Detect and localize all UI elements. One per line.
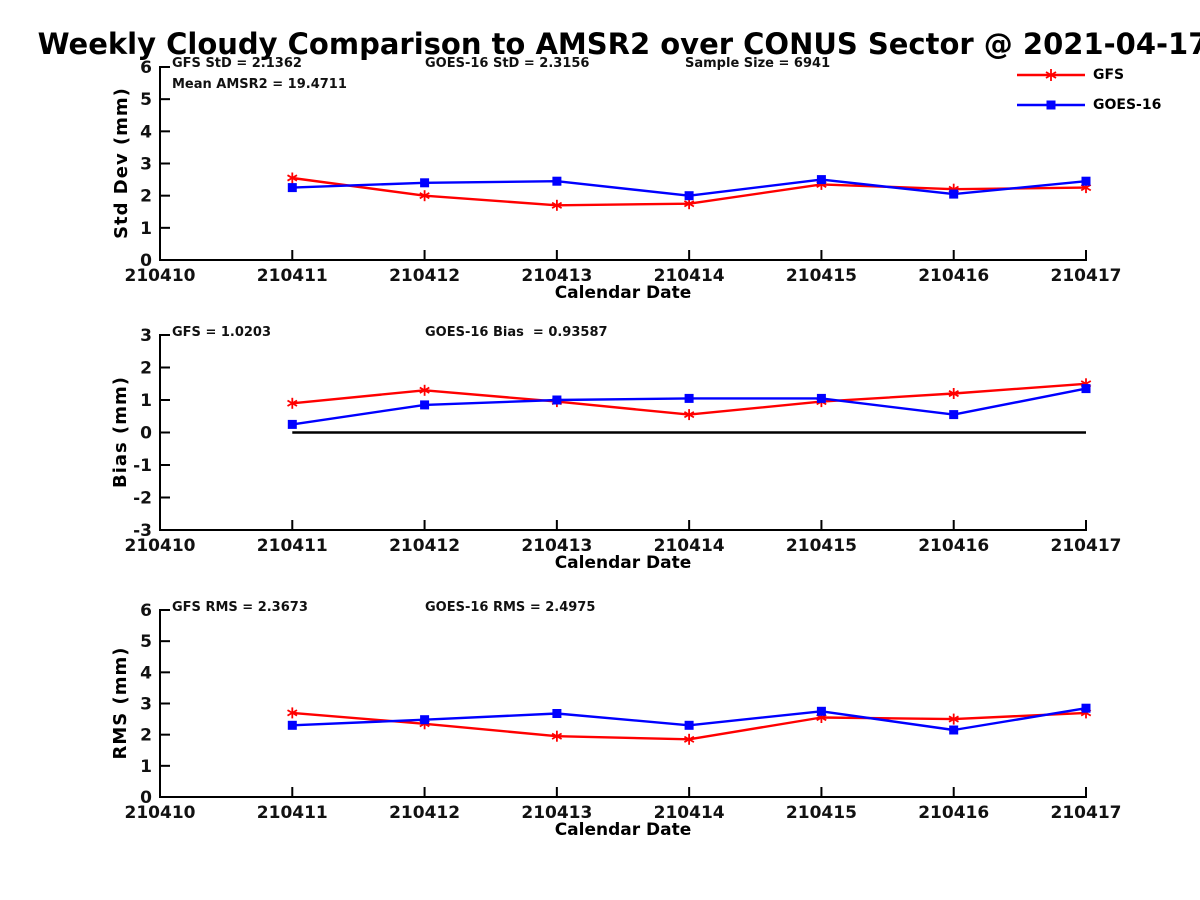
subplot-std-dev: 0 1 2 3 4 5 6 210410 210411 210412 210413 210414 210… (125, 58, 1122, 286)
svg-text:0: 0 (140, 424, 152, 444)
svg-text:1: 1 (140, 219, 152, 239)
x-axis-label-calendar-date: Calendar Date (554, 820, 692, 840)
svg-text:210412: 210412 (389, 536, 460, 556)
annotation-goes16-bias: GOES-16 Bias = 0.93587 (425, 325, 608, 340)
svg-text:6: 6 (140, 58, 152, 78)
annotation-goes16-rms: GOES-16 RMS = 2.4975 (425, 600, 596, 615)
svg-text:3: 3 (140, 695, 152, 715)
x-axis-label-calendar-date: Calendar Date (554, 283, 692, 303)
svg-text:210412: 210412 (389, 266, 460, 286)
svg-text:2: 2 (140, 187, 152, 207)
svg-text:210417: 210417 (1051, 266, 1122, 286)
legend-entry-goes16: GOES-16 (1016, 90, 1161, 120)
svg-text:1: 1 (140, 391, 152, 411)
svg-text:-2: -2 (133, 489, 152, 509)
legend: GFS GOES-16 (1016, 60, 1161, 120)
svg-text:2: 2 (140, 359, 152, 379)
svg-text:210416: 210416 (918, 536, 989, 556)
annotation-mean-amsr2: Mean AMSR2 = 19.4711 (172, 77, 347, 92)
svg-text:210411: 210411 (257, 536, 328, 556)
svg-text:210412: 210412 (389, 803, 460, 823)
svg-text:210415: 210415 (786, 266, 857, 286)
chart-title: Weekly Cloudy Comparison to AMSR2 over C… (37, 27, 1200, 61)
svg-text:5: 5 (140, 90, 152, 110)
svg-text:210411: 210411 (257, 266, 328, 286)
legend-label-goes16: GOES-16 (1093, 97, 1162, 113)
annotation-goes16-std: GOES-16 StD = 2.3156 (425, 56, 590, 71)
svg-text:210411: 210411 (257, 803, 328, 823)
series-goes16 (287, 384, 1091, 429)
svg-text:210416: 210416 (918, 266, 989, 286)
annotation-gfs-std: GFS StD = 2.1362 (172, 56, 302, 71)
legend-entry-gfs: GFS (1016, 60, 1161, 90)
svg-text:4: 4 (140, 122, 152, 142)
svg-text:3: 3 (140, 155, 152, 175)
svg-text:210410: 210410 (125, 803, 196, 823)
svg-text:0: 0 (140, 788, 152, 808)
svg-text:-3: -3 (133, 521, 152, 541)
svg-text:210413: 210413 (521, 536, 592, 556)
series-gfs (287, 172, 1092, 211)
series-goes16 (287, 703, 1091, 735)
legend-label-gfs: GFS (1093, 67, 1125, 83)
svg-text:210414: 210414 (654, 266, 725, 286)
svg-text:210415: 210415 (786, 536, 857, 556)
svg-text:4: 4 (140, 663, 152, 683)
svg-text:210413: 210413 (521, 266, 592, 286)
svg-text:3: 3 (140, 326, 152, 346)
svg-text:210417: 210417 (1051, 536, 1122, 556)
svg-text:210413: 210413 (521, 803, 592, 823)
svg-text:5: 5 (140, 632, 152, 652)
svg-text:210410: 210410 (125, 536, 196, 556)
svg-text:6: 6 (140, 601, 152, 621)
annotation-gfs-rms: GFS RMS = 2.3673 (172, 600, 308, 615)
svg-text:1: 1 (140, 757, 152, 777)
svg-text:210417: 210417 (1051, 803, 1122, 823)
goes16-line-marker-icon (1017, 100, 1085, 110)
svg-text:210416: 210416 (918, 803, 989, 823)
svg-text:210415: 210415 (786, 803, 857, 823)
svg-text:-1: -1 (133, 456, 152, 476)
gfs-line-marker-icon (1017, 69, 1085, 81)
subplot-bias: -3 -2 -1 0 1 2 3 210410 210411 210412 210413 210414… (125, 326, 1122, 556)
series-goes16 (287, 175, 1091, 201)
svg-text:210414: 210414 (654, 536, 725, 556)
svg-text:210410: 210410 (125, 266, 196, 286)
annotation-gfs-bias: GFS = 1.0203 (172, 325, 272, 340)
svg-text:0: 0 (140, 251, 152, 271)
subplot-rms: 0 1 2 3 4 5 6 210410 210411 210412 210413 210414 210… (125, 601, 1122, 823)
x-axis-label-calendar-date: Calendar Date (554, 553, 692, 573)
annotation-sample-size: Sample Size = 6941 (685, 56, 831, 71)
svg-text:2: 2 (140, 726, 152, 746)
svg-text:210414: 210414 (654, 803, 725, 823)
